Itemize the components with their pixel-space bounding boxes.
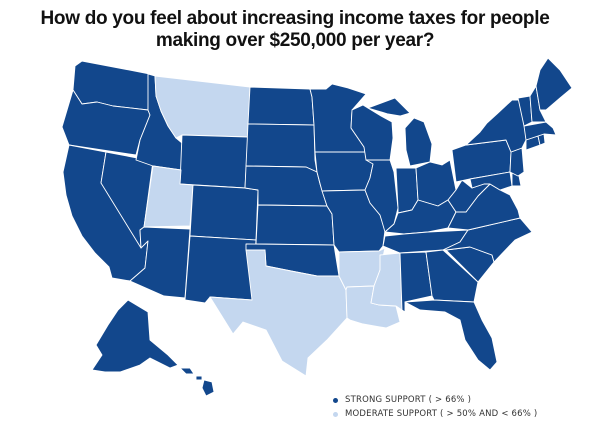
- state-michigan: [367, 97, 433, 167]
- title-line-1: How do you feel about increasing income …: [40, 8, 550, 29]
- state-florida: [404, 299, 498, 371]
- legend-label-moderate: MODERATE SUPPORT ( > 50% AND < 66% ): [345, 409, 538, 419]
- state-kansas: [255, 204, 335, 246]
- state-alaska: [91, 299, 179, 373]
- legend: STRONG SUPPORT ( > 66% ) MODERATE SUPPOR…: [333, 393, 537, 421]
- state-north-dakota: [247, 86, 315, 126]
- state-new-jersey: [509, 147, 525, 177]
- state-maine: [535, 57, 573, 111]
- state-new-hampshire: [529, 85, 547, 123]
- state-texas: [209, 249, 348, 377]
- lake-michigan: [394, 118, 406, 166]
- legend-dot-moderate: [333, 411, 338, 417]
- title-line-2: making over $250,000 per year?: [155, 30, 435, 51]
- state-massachusetts: [523, 121, 557, 141]
- state-iowa: [314, 151, 374, 192]
- map-title: How do you feel about increasing income …: [40, 8, 550, 52]
- legend-dot-strong: [333, 397, 338, 403]
- state-south-dakota: [245, 123, 318, 173]
- state-north-carolina: [442, 217, 533, 263]
- legend-label-strong: STRONG SUPPORT ( > 66% ): [345, 395, 472, 405]
- state-wyoming: [179, 134, 249, 189]
- legend-item-moderate: MODERATE SUPPORT ( > 50% AND < 66% ): [333, 407, 537, 421]
- state-colorado: [189, 184, 259, 241]
- state-illinois: [364, 159, 399, 233]
- state-new-mexico: [184, 235, 257, 304]
- state-washington: [72, 60, 151, 111]
- state-maryland: [469, 171, 513, 191]
- legend-item-strong: STRONG SUPPORT ( > 66% ): [333, 393, 537, 407]
- state-wisconsin: [350, 104, 394, 161]
- state-hawaii: [179, 367, 215, 397]
